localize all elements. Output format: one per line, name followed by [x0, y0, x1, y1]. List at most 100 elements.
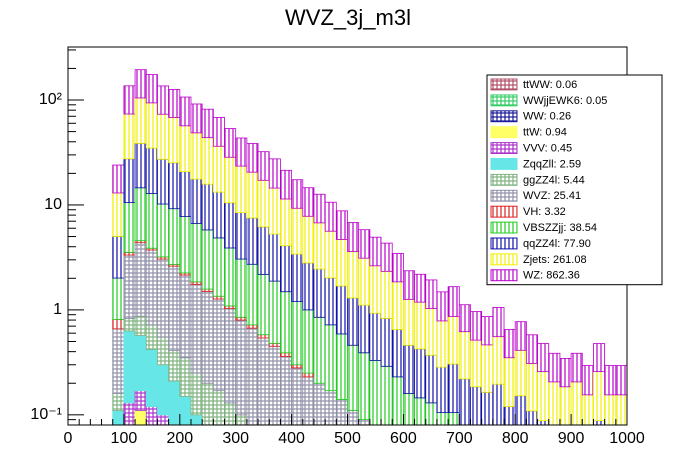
histogram-bar [134, 187, 147, 242]
histogram-bar [291, 253, 304, 302]
histogram-bar [291, 301, 304, 366]
histogram-bar [313, 222, 326, 270]
histogram-bar [302, 215, 315, 264]
histogram-bar [134, 143, 147, 189]
chart-title: WVZ_3j_m3l [285, 5, 411, 30]
histogram-bar [157, 85, 170, 115]
histogram-bar [112, 319, 125, 330]
histogram-bar [514, 395, 527, 426]
histogram-bar [123, 330, 136, 404]
histogram-bar [313, 316, 326, 384]
histogram-bar [391, 329, 404, 378]
histogram-bar [157, 158, 170, 205]
histogram-bar [112, 410, 125, 426]
histogram-bar [235, 258, 248, 318]
histogram-bar [369, 236, 382, 267]
histogram-bar [481, 316, 494, 346]
x-tick-label: 100 [111, 430, 138, 447]
histogram-bar [291, 364, 304, 369]
histogram-bar [414, 348, 427, 399]
histogram-bar [246, 324, 259, 329]
legend-swatch [490, 205, 518, 218]
y-tick-label: 10⁻¹ [30, 406, 62, 423]
histogram-bar [145, 349, 158, 407]
histogram-bar [134, 315, 147, 336]
histogram-bar [559, 357, 572, 388]
histogram-bar [335, 399, 348, 426]
histogram-bar [268, 345, 281, 426]
histogram-bar [302, 372, 315, 378]
histogram-bar [514, 349, 527, 397]
histogram-bar [291, 367, 304, 426]
histogram-bar [145, 249, 158, 326]
legend-label: VVV: 0.45 [523, 142, 572, 154]
histogram-bar [347, 344, 360, 411]
histogram-bar [402, 393, 415, 426]
legend-label: WWjjEWK6: 0.05 [523, 95, 607, 107]
histogram-bar [212, 117, 225, 147]
histogram-bar [201, 291, 214, 384]
histogram-bar [481, 344, 494, 393]
histogram-bar [145, 74, 158, 104]
histogram-bar [168, 162, 181, 210]
histogram-bar [291, 179, 304, 209]
histogram-bar [280, 352, 293, 357]
histogram-bar [347, 222, 360, 252]
histogram-bar [268, 158, 281, 189]
histogram-bar [268, 280, 281, 344]
legend-label: ZqqZll: 2.59 [523, 158, 581, 170]
histogram-bar [593, 343, 606, 373]
histogram-bar [123, 254, 136, 319]
histogram-bar [615, 365, 628, 396]
legend-swatch [490, 94, 518, 107]
histogram-bar [179, 274, 192, 359]
histogram-bar [458, 331, 471, 380]
histogram-bar [134, 390, 147, 411]
x-tick-label: 600 [390, 430, 417, 447]
histogram-bar [425, 279, 438, 309]
legend-label: VH: 3.32 [523, 206, 566, 218]
histogram-bar [168, 380, 181, 426]
histogram-bar [212, 390, 225, 426]
histogram-bar [514, 321, 527, 351]
histogram-bar [157, 414, 170, 426]
histogram-bar [179, 395, 192, 426]
histogram-bar [458, 304, 471, 333]
histogram-bar [525, 363, 538, 412]
histogram-bar [179, 125, 192, 173]
histogram-bar [358, 304, 371, 354]
histogram-bar [324, 201, 337, 232]
histogram-bar [525, 410, 538, 426]
histogram-bar [235, 137, 248, 167]
histogram-bar [212, 145, 225, 193]
histogram-bar [145, 102, 158, 149]
legend-label: ttW: 0.94 [523, 127, 567, 139]
histogram-bar [257, 151, 270, 181]
legend-swatch [490, 158, 518, 170]
histogram-bar [358, 419, 371, 426]
histogram-bar [447, 316, 460, 365]
x-tick-label: 400 [278, 430, 305, 447]
histogram-bar [179, 357, 192, 397]
histogram-bar [112, 236, 125, 279]
legend-swatch [490, 173, 518, 186]
histogram-bar [145, 147, 158, 194]
histogram-bar [604, 365, 617, 396]
histogram-bar [559, 386, 572, 426]
histogram-bar [145, 324, 158, 350]
histogram-bar [268, 342, 281, 347]
histogram-bar [380, 270, 393, 319]
histogram-bar [593, 420, 606, 426]
histogram-bar [179, 216, 192, 274]
histogram-bar [235, 212, 248, 260]
histogram-bar [257, 226, 270, 275]
x-tick-label: 300 [222, 430, 249, 447]
histogram-bar [280, 291, 293, 354]
histogram-bar [268, 187, 281, 235]
y-tick-label: 10² [39, 91, 63, 108]
histogram-bar [414, 273, 427, 303]
legend-label: WVZ: 25.41 [523, 190, 581, 202]
histogram-bar [224, 156, 237, 204]
legend-swatch [490, 110, 518, 123]
